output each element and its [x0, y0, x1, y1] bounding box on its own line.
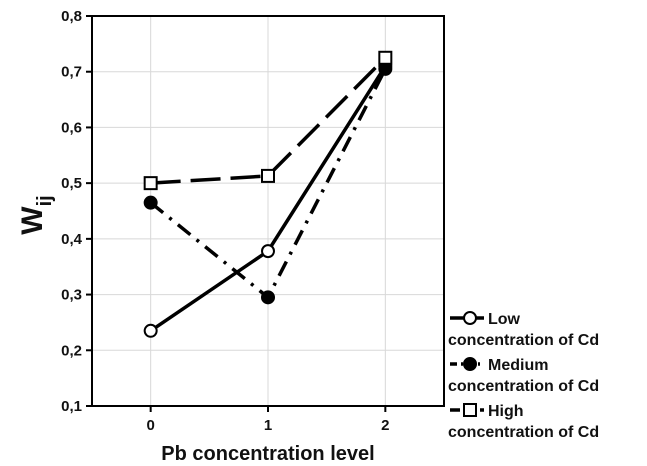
- series-group: [143, 50, 393, 338]
- legend-label-line2: concentration of Cd: [448, 424, 599, 441]
- y-axis-title-sub: ij: [34, 195, 56, 206]
- x-tick-label: 1: [264, 417, 272, 434]
- legend-label-line1: High: [488, 403, 524, 420]
- y-axis-title: Wij: [16, 195, 56, 234]
- data-point: [143, 323, 158, 338]
- legend-entry-medium: Medium concentration of Cd: [448, 357, 599, 395]
- y-tick-label: 0,2: [61, 342, 82, 359]
- legend-label-line2: concentration of Cd: [448, 332, 599, 349]
- x-axis-title: Pb concentration level: [161, 443, 374, 465]
- data-point: [143, 195, 158, 210]
- data-point: [143, 176, 158, 191]
- x-tick-label: 0: [146, 417, 154, 434]
- legend-marker: [463, 403, 477, 417]
- y-axis-title-main: W: [16, 206, 49, 235]
- legend-marker: [463, 311, 477, 325]
- y-tick-label: 0,8: [61, 8, 82, 25]
- y-tick-label: 0,6: [61, 119, 82, 136]
- grid-lines: [92, 16, 444, 406]
- legend-entry-low: Low concentration of Cd: [448, 311, 599, 349]
- y-tick-label: 0,7: [61, 64, 82, 81]
- legend-label-line1: Medium: [488, 357, 548, 374]
- y-tick-label: 0,3: [61, 287, 82, 304]
- series-medium: [143, 61, 393, 305]
- legend-label-line1: Low: [488, 311, 521, 328]
- y-tick-label: 0,4: [61, 231, 83, 248]
- data-point: [261, 168, 275, 183]
- legend-entry-high: High concentration of Cd: [448, 403, 599, 441]
- legend: Low concentration of Cd Medium concentratio…: [448, 311, 599, 441]
- legend-label-line2: concentration of Cd: [448, 378, 599, 395]
- series-high: [143, 50, 393, 191]
- data-point: [261, 244, 275, 259]
- y-tick-label: 0,1: [61, 398, 82, 415]
- data-point: [261, 290, 275, 305]
- series-line: [150, 56, 387, 185]
- x-tick-label: 2: [381, 417, 389, 434]
- legend-marker: [463, 357, 477, 371]
- data-point: [378, 50, 393, 65]
- y-tick-label: 0,5: [61, 175, 82, 192]
- axis-ticks: 0,1 0,2 0,3 0,4 0,5 0,6 0,7 0,8 0 1 2: [61, 8, 389, 434]
